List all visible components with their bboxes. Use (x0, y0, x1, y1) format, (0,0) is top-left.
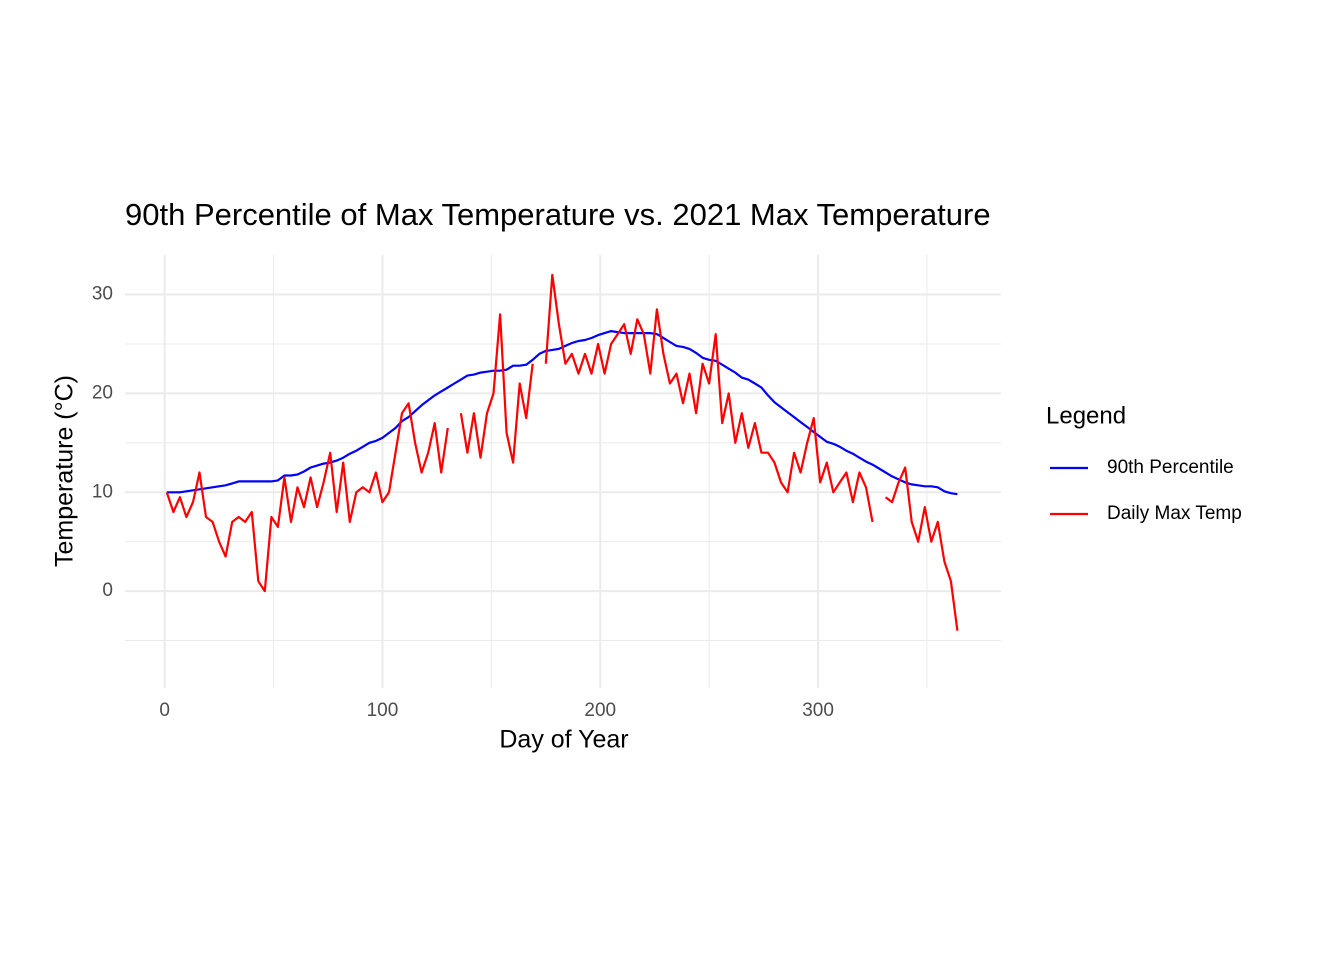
x-axis-label: Day of Year (499, 726, 628, 754)
y-tick-label: 10 (92, 481, 113, 502)
x-tick-label: 100 (367, 700, 399, 721)
legend-label: Daily Max Temp (1107, 503, 1242, 524)
y-tick-label: 30 (92, 284, 113, 305)
x-tick-label: 200 (584, 700, 616, 721)
data-line (165, 273, 959, 631)
x-tick-label: 300 (802, 700, 834, 721)
legend-title: Legend (1046, 402, 1126, 429)
legend-label: 90th Percentile (1107, 457, 1234, 478)
chart-title: 90th Percentile of Max Temperature vs. 2… (125, 197, 991, 232)
y-axis-label: Temperature (°C) (51, 375, 79, 567)
x-tick-label: 0 (159, 700, 170, 721)
y-tick-label: 20 (92, 382, 113, 403)
data-line (166, 330, 958, 496)
y-tick-label: 0 (102, 580, 113, 601)
